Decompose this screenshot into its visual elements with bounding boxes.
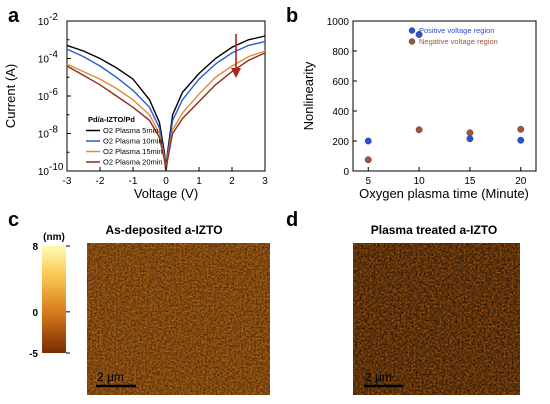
nl-point-series2 (517, 125, 525, 133)
iv-legend-label-2: O2 Plasma 10min (103, 137, 163, 146)
iv-y-tick-exponent: -4 (49, 50, 58, 61)
afm-right-image (353, 243, 520, 395)
nl-x-axis-title: Oxygen plasma time (Minute) (359, 186, 529, 201)
iv-x-tick-label: 1 (196, 176, 202, 187)
nl-x-ticks: 5 10 15 20 (365, 167, 527, 187)
nl-series-group (364, 31, 525, 164)
afm-left-scalebar: 2 μm (96, 370, 136, 388)
iv-legend-label-1: O2 Plasma 5min (103, 126, 158, 135)
iv-legend-label-4: O2 Plasma 20min (103, 158, 163, 167)
iv-y-tick-exponent: -8 (49, 125, 58, 136)
iv-x-tick-label: -1 (129, 176, 138, 187)
nl-legend-label-2: Negative voltage region (419, 37, 498, 46)
iv-x-ticks: -3 -2 -1 0 1 2 3 (63, 167, 268, 187)
iv-x-tick-label: 2 (229, 176, 235, 187)
nl-y-tick-label: 400 (332, 107, 349, 118)
nl-point-series2 (364, 156, 372, 164)
iv-y-tick-base: 10 (38, 167, 50, 178)
afm-colorbar: (nm) 8 0 -5 (29, 232, 70, 360)
panel-letter-d: d (286, 209, 298, 231)
nl-y-tick-label: 0 (343, 167, 349, 178)
iv-legend: Pd/a-IZTO/Pd O2 Plasma 5min O2 Plasma 10m… (86, 115, 163, 167)
afm-right-title: Plasma treated a-IZTO (371, 223, 498, 237)
afm-right-scale-label: 2 μm (365, 370, 392, 384)
nl-y-axis-title: Nonlinearity (301, 61, 316, 130)
colorbar-unit: (nm) (43, 232, 65, 243)
down-arrow-annotation (231, 34, 241, 78)
afm-left-scale-label: 2 μm (97, 370, 124, 384)
iv-legend-title: Pd/a-IZTO/Pd (88, 115, 135, 124)
nl-y-tick-label: 1000 (327, 17, 350, 28)
nl-point-series1 (364, 137, 372, 145)
colorbar-tick-label: 8 (32, 242, 38, 253)
nl-x-tick-label: 10 (414, 176, 426, 187)
iv-x-tick-label: -3 (63, 176, 72, 187)
iv-y-axis-title: Current (A) (3, 64, 18, 128)
iv-x-tick-label: -2 (96, 176, 105, 187)
iv-y-tick-exponent: -10 (49, 162, 64, 173)
nl-point-series1 (415, 31, 423, 38)
panel-letter-a: a (8, 5, 20, 27)
afm-left-image (87, 243, 270, 395)
iv-y-tick-base: 10 (38, 55, 50, 66)
iv-x-axis-title: Voltage (V) (134, 186, 198, 201)
panel-letter-c: c (8, 209, 19, 231)
iv-y-tick-base: 10 (38, 17, 50, 28)
nl-x-tick-label: 5 (365, 176, 371, 187)
nl-legend-label-1: Positive voltage region (419, 26, 494, 35)
panel-letter-b: b (286, 5, 298, 27)
nl-plot-frame (352, 20, 537, 172)
nl-legend: Positive voltage region Negative voltage … (408, 26, 498, 46)
nl-point-series2 (415, 126, 423, 134)
nl-y-tick-label: 200 (332, 137, 349, 148)
nl-y-tick-label: 800 (332, 47, 349, 58)
nl-y-tick-label: 600 (332, 77, 349, 88)
iv-y-tick-base: 10 (38, 130, 50, 141)
colorbar-ticks: 8 0 -5 (29, 242, 70, 360)
iv-x-tick-label: 0 (163, 176, 169, 187)
nl-x-tick-label: 15 (464, 176, 476, 187)
iv-y-tick-base: 10 (38, 92, 50, 103)
nl-point-series2 (466, 129, 474, 137)
iv-y-tick-exponent: -6 (49, 87, 58, 98)
nl-legend-marker-1 (408, 27, 416, 34)
iv-y-tick-exponent: -2 (49, 12, 58, 23)
nl-y-ticks: 0 200 400 600 800 1000 (327, 17, 357, 178)
nl-x-tick-label: 20 (515, 176, 527, 187)
iv-x-tick-label: 3 (262, 176, 268, 187)
colorbar-tick-label: 0 (32, 308, 38, 319)
nl-point-series1 (466, 135, 474, 143)
nl-legend-marker-2 (408, 38, 416, 45)
afm-right-scalebar: 2 μm (364, 370, 403, 388)
iv-legend-label-3: O2 Plasma 15min (103, 147, 163, 156)
colorbar-tick-label: -5 (29, 349, 38, 360)
nonlinearity-chart: 5 10 15 20 0 200 400 600 800 1000 Positive volta… (301, 17, 537, 201)
afm-left-title: As-deposited a-IZTO (105, 223, 222, 237)
nl-point-series1 (517, 136, 525, 144)
